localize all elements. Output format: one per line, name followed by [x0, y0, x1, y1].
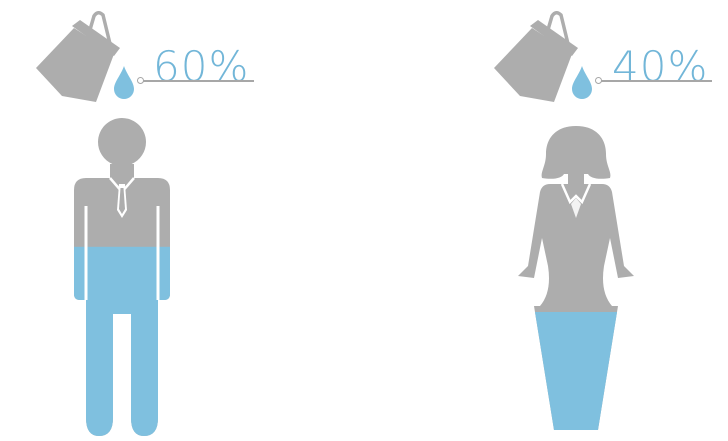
male-figure-group: 60%: [32, 10, 254, 440]
male-leader-dot: [137, 77, 144, 84]
male-leader-line: [142, 80, 254, 82]
bucket-icon: [32, 10, 132, 110]
water-drop-icon: [113, 66, 135, 100]
female-figure-group: 40%: [364, 0, 728, 441]
female-leader-line: [600, 80, 712, 82]
bucket-icon: [490, 10, 590, 110]
woman-silhouette-icon: [514, 126, 644, 436]
man-silhouette-icon: [56, 118, 186, 440]
water-drop-icon: [571, 66, 593, 100]
female-leader-dot: [595, 77, 602, 84]
